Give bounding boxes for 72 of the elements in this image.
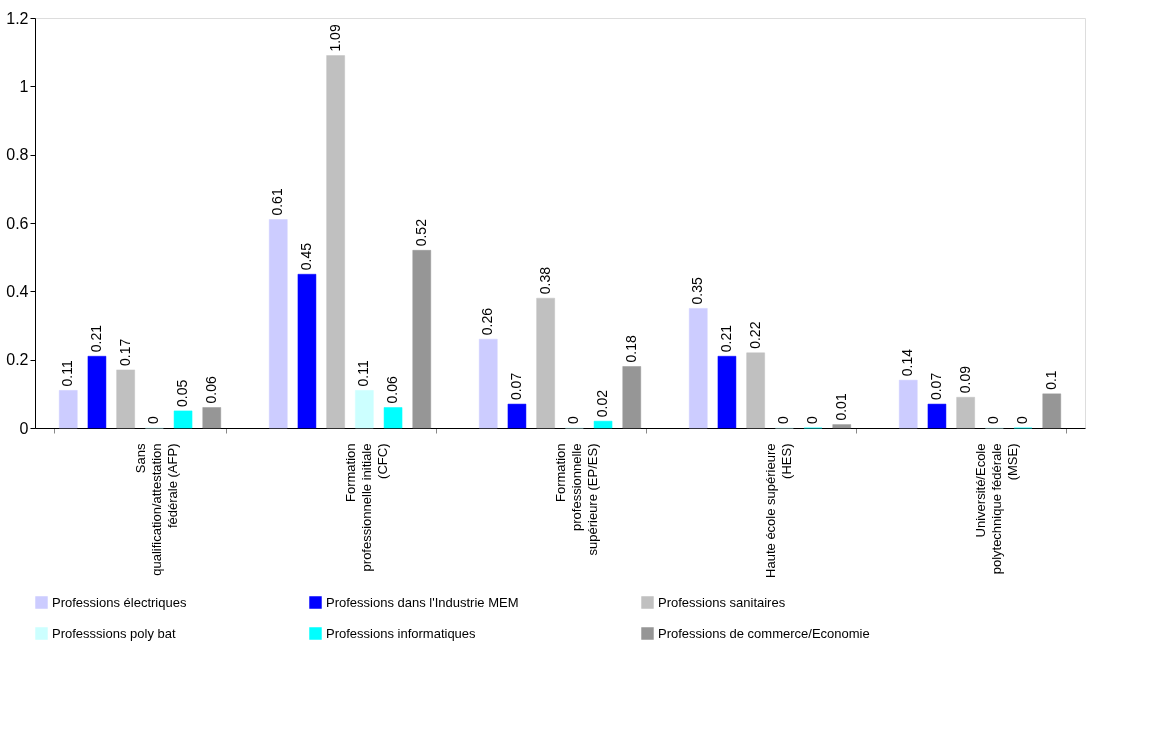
- bar: [355, 390, 374, 429]
- legend-label: Professions dans l'Industrie MEM: [326, 594, 519, 610]
- bar: [479, 338, 498, 429]
- legend-label: Professions sanitaires: [658, 594, 786, 610]
- data-label: 0.18: [622, 335, 639, 363]
- data-label: 0.45: [297, 242, 314, 271]
- bar: [326, 55, 345, 429]
- data-label: 0.05: [174, 379, 191, 407]
- y-tick-label: 0.8: [6, 146, 29, 164]
- bar: [116, 369, 135, 429]
- y-tick-label: 0.6: [6, 214, 29, 232]
- legend-label: Professions électriques: [52, 594, 187, 610]
- bar: [1042, 393, 1061, 429]
- bar: [927, 403, 947, 429]
- data-label: 0: [145, 416, 162, 424]
- data-label: 0: [775, 416, 792, 424]
- data-label: 0.17: [116, 338, 133, 366]
- data-label: 0: [985, 416, 1002, 424]
- data-label: 0.06: [202, 376, 219, 404]
- x-tick-label: Haute école supérieure (HES): [762, 443, 794, 578]
- data-label: 0.09: [956, 365, 973, 394]
- bar: [269, 219, 288, 429]
- legend-label: Professions de commerce/Economie: [658, 625, 870, 641]
- y-tick-label: 0: [19, 419, 29, 437]
- bar: [383, 407, 403, 429]
- legend-label: Professions informatiques: [326, 625, 477, 641]
- x-tick-label: Université/Ecole polytechnique fédérale (MSE): [972, 443, 1020, 575]
- data-label: 0: [804, 416, 821, 424]
- data-label: 0.35: [689, 276, 706, 305]
- bar: [689, 308, 708, 429]
- data-label: 0.02: [594, 389, 611, 418]
- data-label: 0.1: [1042, 370, 1059, 390]
- bar: [956, 397, 975, 429]
- bar: [899, 379, 918, 429]
- bar: [507, 403, 527, 429]
- data-label: 0.52: [412, 218, 429, 247]
- bar: [297, 274, 317, 429]
- bar: [746, 352, 765, 429]
- data-label: 0: [1014, 416, 1031, 424]
- data-label: 0.61: [269, 188, 286, 216]
- data-label: 0.21: [87, 324, 104, 353]
- data-label: 0.14: [899, 348, 916, 377]
- y-tick-label: 1: [19, 77, 29, 95]
- bar: [173, 410, 193, 429]
- data-label: 0.22: [746, 321, 763, 349]
- bar: [717, 356, 737, 429]
- bar: [536, 297, 555, 429]
- bar: [593, 420, 613, 429]
- data-label: 0.11: [355, 359, 372, 387]
- data-label: 0.07: [927, 372, 944, 401]
- x-tick-label: Formation professionnelle supérieure (EP/ES): [552, 443, 600, 556]
- bar: [622, 366, 641, 429]
- data-label: 0.21: [717, 324, 734, 353]
- bar: [202, 407, 221, 429]
- data-label: 0.11: [59, 359, 76, 387]
- x-tick-label: Sans qualification/attestation fédérale (AFP): [132, 443, 180, 576]
- x-tick-label: Formation professionnelle initiale (CFC): [342, 443, 390, 572]
- legend-label: Professsions poly bat: [52, 625, 176, 641]
- data-label: 0.06: [384, 376, 401, 404]
- data-label: 0: [565, 416, 582, 424]
- bar: [832, 424, 851, 429]
- y-tick-label: 0.2: [6, 351, 29, 369]
- data-label: 0.07: [507, 372, 524, 401]
- data-label: 1.09: [326, 24, 343, 52]
- bar: [59, 390, 78, 429]
- data-label: 0.26: [479, 307, 496, 336]
- y-tick-label: 0.4: [6, 282, 29, 300]
- bar: [87, 356, 107, 429]
- data-label: 0.01: [832, 393, 849, 421]
- data-label: 0.38: [536, 266, 553, 295]
- bar: [412, 250, 431, 429]
- y-tick-label: 1.2: [6, 9, 29, 27]
